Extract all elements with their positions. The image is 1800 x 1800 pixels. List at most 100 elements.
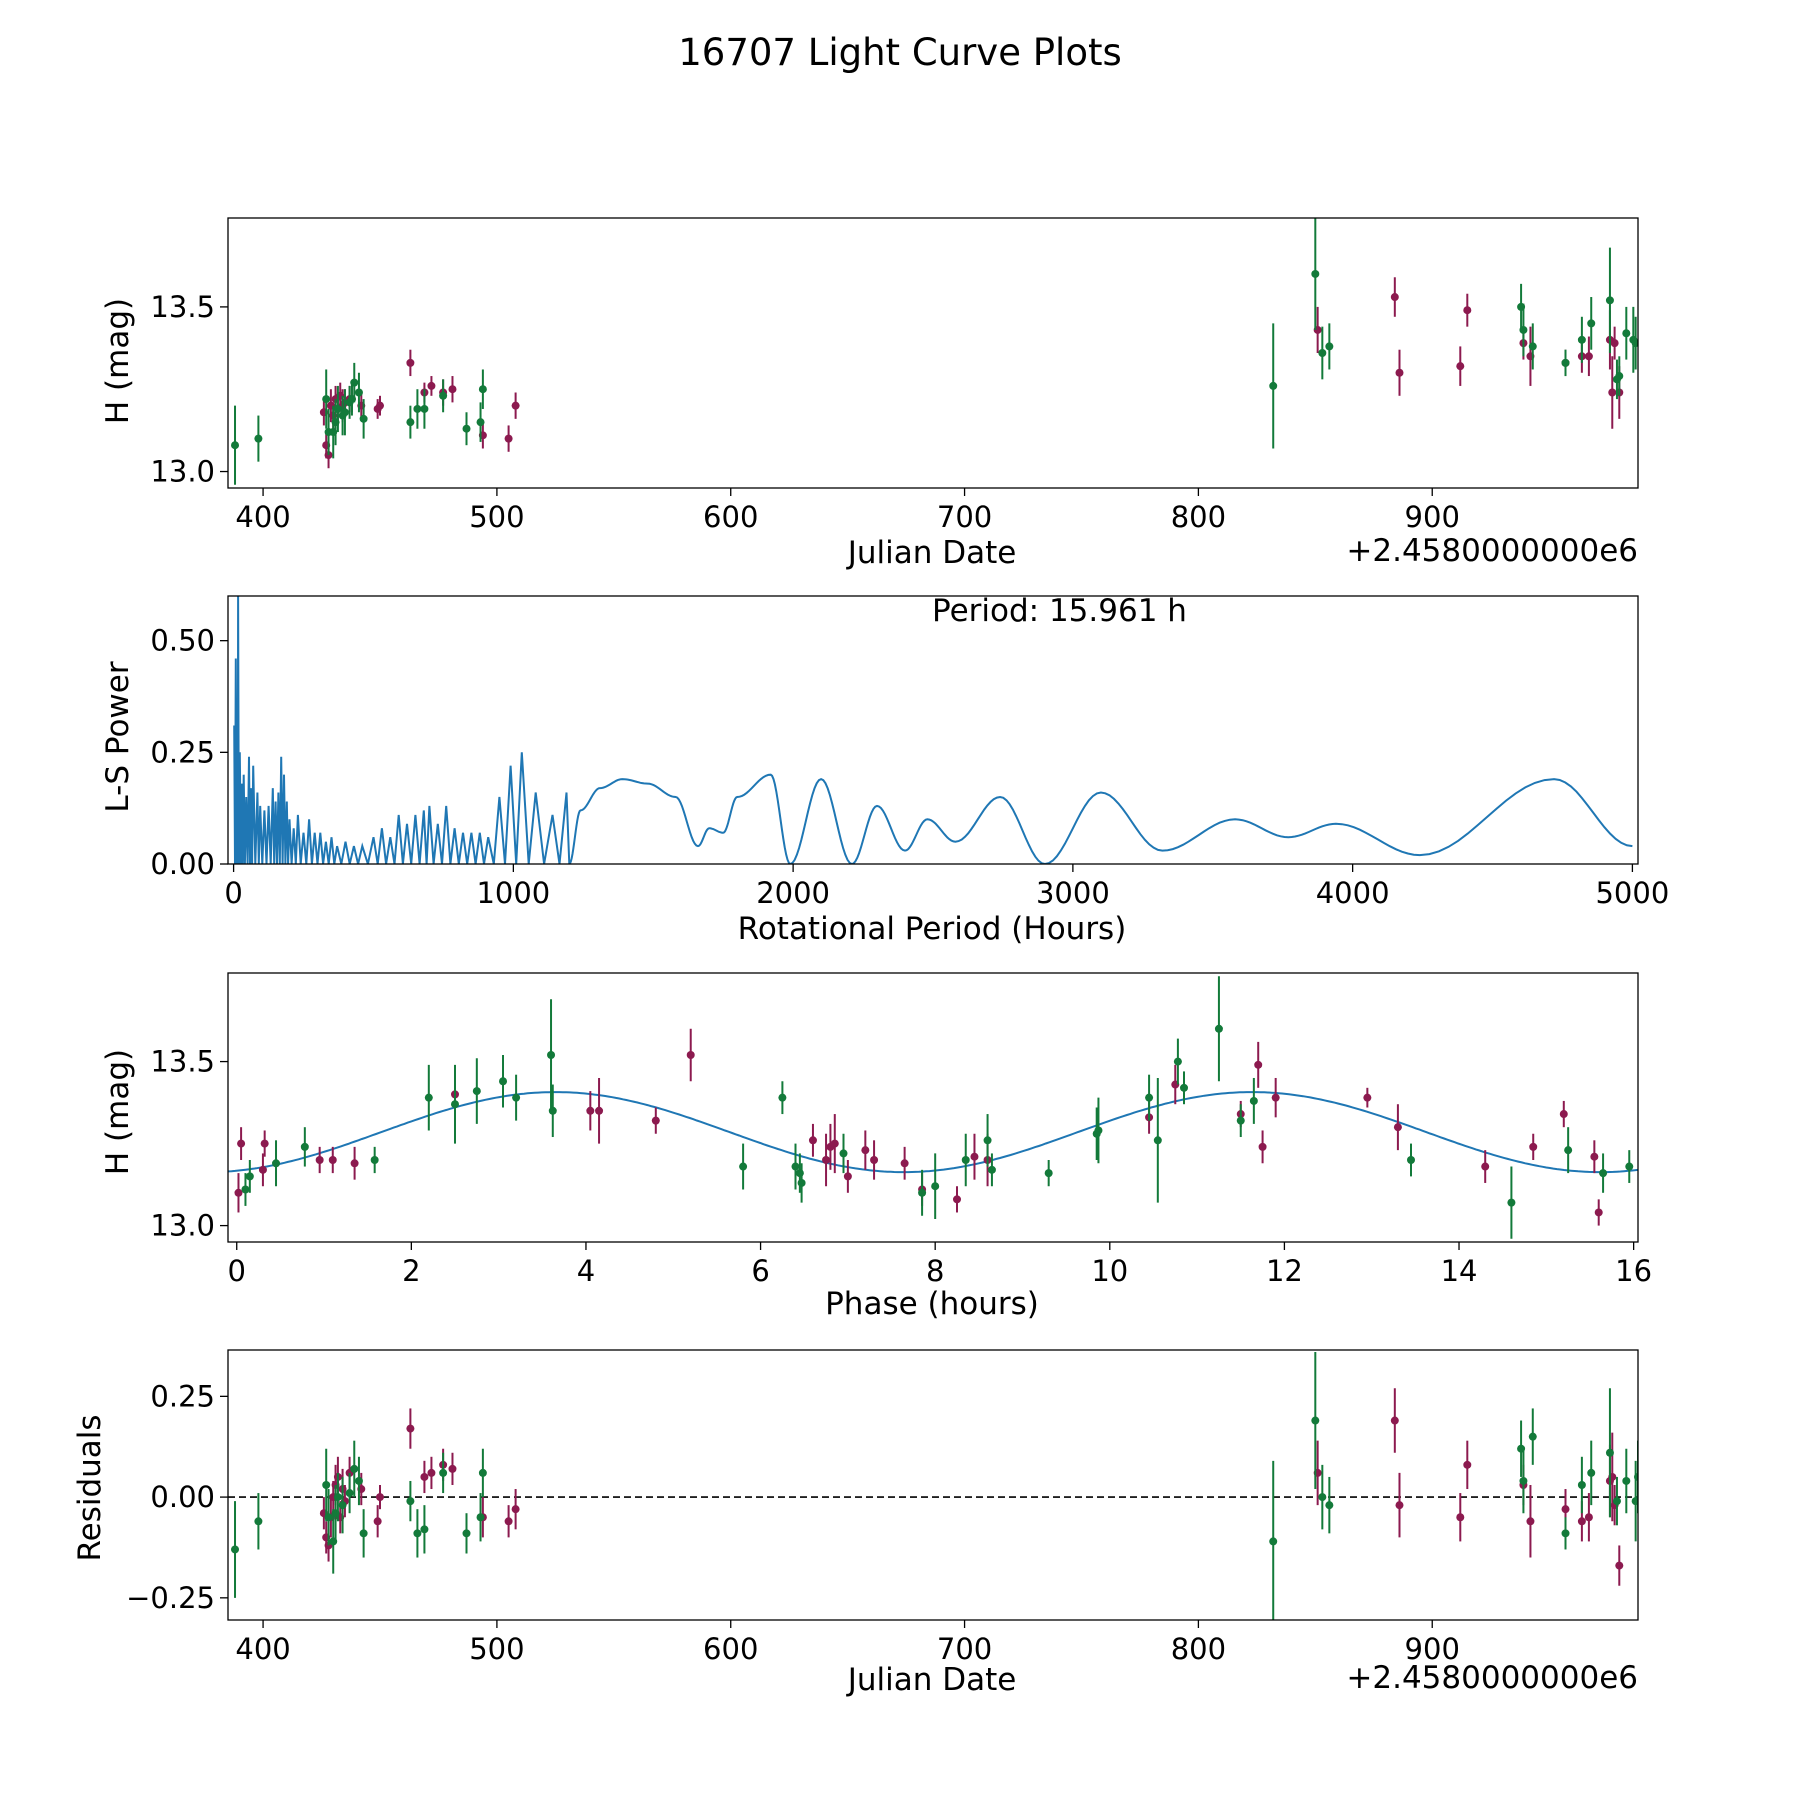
lc-xtick-label: 400 [235,500,290,534]
phase-point-g [300,1142,309,1151]
res-point-g [1605,1448,1614,1457]
ls-xtick-label: 4000 [1316,876,1390,910]
phase-point-g [450,1100,459,1109]
lc-point-g [1561,358,1570,367]
phase-point-r [1590,1152,1599,1161]
phase-point-r [953,1195,962,1204]
res-point-r [1456,1513,1465,1522]
lc-frame [227,217,1639,489]
phase-point-g [778,1093,787,1102]
res-point-g [254,1517,263,1526]
phase-point-r [1559,1110,1568,1119]
lc-offset-label: +2.4580000000e6 [1346,533,1638,569]
res-point-g [354,1476,363,1485]
phase-point-r [970,1152,979,1161]
ls-period-annotation: Period: 15.961 h [932,593,1187,629]
res-point-r [420,1472,429,1481]
phase-point-g [795,1169,804,1178]
res-point-r [448,1464,457,1473]
phase-point-r [830,1139,839,1148]
phase-point-r [315,1155,324,1164]
phase-point-r [686,1051,695,1060]
lc-xtick-label: 500 [469,500,524,534]
lc-point-g [1269,381,1278,390]
phase-point-g [424,1093,433,1102]
res-ytick-label: 0.00 [150,1480,215,1514]
phase-point-g [1094,1126,1103,1135]
phase-point-r [350,1159,359,1168]
phase-point-r [1271,1093,1280,1102]
res-point-g [231,1545,240,1554]
res-point-r [1390,1416,1399,1425]
phase-point-r [870,1155,879,1164]
phase-point-r [258,1165,267,1174]
lc-point-g [462,424,471,433]
lc-point-g [359,414,368,423]
lc-point-r [406,358,415,367]
lc-point-r [427,381,436,390]
lc-point-g [340,408,349,417]
ls-power-curve [233,596,1633,864]
res-point-g [1269,1537,1278,1546]
res-point-r [373,1517,382,1526]
lc-xtick-label: 700 [937,500,992,534]
res-point-r [427,1468,436,1477]
lc-ytick-label: 13.5 [150,290,215,324]
phase-xtick-label: 8 [926,1254,944,1288]
phase-xtick-label: 2 [402,1254,420,1288]
phase-point-g [1625,1162,1634,1171]
phase-xtick-label: 12 [1266,1254,1303,1288]
res-point-g [1528,1432,1537,1441]
res-point-r [1561,1505,1570,1514]
panel-phase-folded: H (mag) Phase (hours) 0 2 4 6 8 10 12 14 16 13.0 1… [100,972,1652,1322]
phase-frame [227,972,1639,1243]
res-point-r [1615,1561,1624,1570]
res-point-r [406,1424,415,1433]
phase-point-g [739,1162,748,1171]
phase-point-g [961,1155,970,1164]
res-point-g [406,1497,415,1506]
lc-xlabel: Julian Date [846,535,1017,571]
res-point-g [413,1529,422,1538]
phase-point-g [272,1159,281,1168]
res-xlabel: Julian Date [846,1662,1017,1698]
phase-point-g [1044,1169,1053,1178]
phase-point-g [1214,1024,1223,1033]
res-point-g [1561,1529,1570,1538]
phase-point-r [808,1136,817,1145]
phase-xtick-label: 10 [1091,1254,1128,1288]
figure-title: 16707 Light Curve Plots [678,31,1122,74]
phase-point-r [1258,1142,1267,1151]
res-xtick-label: 600 [703,1632,758,1666]
phase-point-g [797,1178,806,1187]
lc-point-g [322,395,331,404]
lc-point-r [1610,339,1619,348]
phase-point-r [237,1139,246,1148]
ls-xtick-label: 2000 [756,876,830,910]
phase-point-r [328,1155,337,1164]
res-point-g [324,1513,333,1522]
phase-point-r [1254,1060,1263,1069]
res-point-r [511,1505,520,1514]
res-point-r [375,1493,384,1502]
phase-point-r [822,1155,831,1164]
phase-xtick-label: 6 [751,1254,769,1288]
res-point-g [359,1529,368,1538]
panel-periodogram: L-S Power Rotational Period (Hours) Peri… [100,593,1669,947]
lc-point-g [1605,296,1614,305]
ls-data [233,596,1633,864]
phase-point-g [547,1051,556,1060]
phase-point-r [1393,1123,1402,1132]
ls-xtick-label: 1000 [476,876,550,910]
lc-xtick-label: 600 [703,500,758,534]
lc-point-g [1587,319,1596,328]
lc-point-g [406,418,415,427]
lc-point-g [231,441,240,450]
phase-point-r [1363,1093,1372,1102]
res-point-g [1634,1472,1638,1481]
ls-xtick-label: 3000 [1036,876,1110,910]
phase-point-r [1594,1208,1603,1217]
phase-xtick-label: 0 [228,1254,246,1288]
phase-point-g [1249,1096,1258,1105]
